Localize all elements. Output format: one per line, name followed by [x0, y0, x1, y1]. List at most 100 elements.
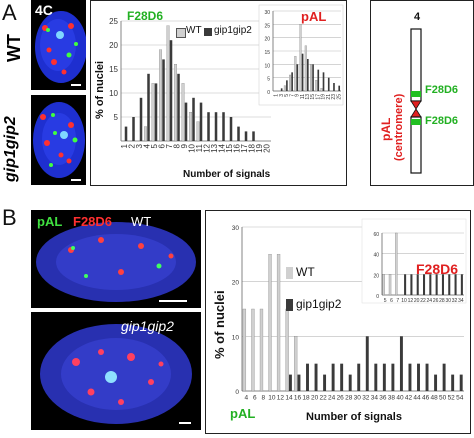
x-tick-label: 25 — [336, 94, 342, 100]
y-tick-label: 10 — [109, 89, 118, 98]
x-tick-label: 12 — [408, 298, 414, 304]
x-tick-label: 18 — [247, 143, 256, 152]
bar-gip1gip2-18 — [252, 131, 255, 141]
x-tick-label: 3 — [279, 94, 285, 97]
bar-wt-8 — [259, 308, 264, 392]
nucleus-b-wt — [36, 222, 196, 302]
x-tick-label: 15 — [310, 94, 316, 100]
bar-gip1gip2-40 — [399, 336, 403, 391]
x-tick-label: 22 — [420, 298, 426, 304]
y-tick-label: 60 — [373, 232, 379, 238]
x-tick-label: 17 — [315, 94, 321, 100]
legend-a-mut: gip1gip2 — [214, 25, 252, 36]
bar-gip1gip2-48 — [434, 374, 438, 391]
micrograph-a-wt: 4C — [31, 0, 86, 90]
bar-gip1gip2-13 — [214, 112, 218, 141]
panel-b-chart-box: 0 10 20 30 4 6 8 10 12 14 16 18 20 22 24 26 28 30 32 34 36 38… — [205, 210, 471, 434]
panel-a-chart: 5101520251234567891011121314151617181920… — [109, 4, 344, 153]
bar-gip1gip2-34 — [460, 274, 463, 295]
x-tick-label: 40 — [396, 395, 404, 402]
bar-gip1gip2-42 — [408, 363, 412, 391]
bar-wt-17 — [315, 80, 318, 92]
chromosome-side-label-1: pAL — [379, 117, 393, 141]
x-tick-label: 21 — [326, 94, 332, 100]
bar-gip1gip2-12 — [410, 274, 413, 295]
x-tick-label: 34 — [371, 395, 379, 402]
chart-b-corner-label: pAL — [230, 406, 256, 421]
y-tick-label: 10 — [232, 334, 240, 341]
x-tick-label: 10 — [187, 143, 196, 152]
x-tick-label: 34 — [458, 298, 464, 304]
bar-wt-7 — [289, 74, 292, 92]
x-tick-label: 13 — [210, 143, 219, 152]
x-tick-label: 26 — [433, 298, 439, 304]
x-tick-label: 28 — [345, 395, 353, 402]
y-tick-label: 15 — [109, 65, 118, 74]
y-tick-label: 30 — [232, 225, 240, 232]
x-tick-label: 1 — [120, 143, 129, 148]
chart-a-inset-title: pAL — [301, 9, 327, 24]
bar-gip1gip2-23 — [333, 83, 335, 91]
bar-gip1gip2-18 — [306, 363, 309, 391]
x-tick-label: 54 — [456, 395, 464, 402]
x-tick-label: 10 — [268, 395, 276, 402]
y-tick-label: 0 — [376, 294, 379, 300]
bar-wt-4 — [144, 126, 148, 142]
bar-gip1gip2-22 — [323, 374, 327, 391]
x-tick-label: 38 — [388, 395, 396, 402]
x-tick-label: 14 — [285, 395, 293, 402]
bar-gip1gip2-4 — [147, 73, 150, 141]
bar-gip1gip2-14 — [288, 374, 292, 391]
x-tick-label: 32 — [362, 395, 370, 402]
bar-wt-11 — [299, 24, 302, 92]
chart-a-ylabel: % of nuclei — [94, 60, 106, 119]
legend-a-wt-swatch — [176, 28, 186, 38]
x-tick-label: 4 — [142, 143, 151, 148]
bar-wt-6 — [159, 49, 162, 142]
bar-gip1gip2-10 — [404, 274, 407, 295]
bar-wt-6 — [251, 308, 255, 392]
x-tick-label: 5 — [150, 143, 159, 148]
bar-wt-10 — [189, 112, 192, 142]
x-tick-label: 7 — [289, 94, 295, 97]
bar-gip1gip2-15 — [312, 64, 314, 91]
bar-gip1gip2-30 — [357, 363, 361, 391]
bar-gip1gip2-24 — [429, 274, 432, 295]
bar-gip1gip2-11 — [301, 53, 304, 91]
legend-b-chart-wt: WT — [296, 265, 315, 279]
bar-gip1gip2-17 — [317, 69, 320, 91]
x-tick-label: 30 — [354, 395, 362, 402]
chart-a-title: F28D6 — [127, 9, 164, 23]
x-tick-label: 19 — [255, 143, 264, 152]
bar-wt-4 — [242, 308, 247, 392]
x-tick-label: 50 — [439, 395, 447, 402]
legend-b-wt: WT — [131, 214, 152, 229]
x-tick-label: 1 — [274, 94, 280, 97]
micrograph-a-gip1gip2 — [31, 95, 86, 185]
bar-gip1gip2-24 — [331, 363, 335, 391]
bar-gip1gip2-46 — [425, 363, 429, 391]
y-tick-label: 0 — [235, 389, 239, 396]
bar-gip1gip2-5 — [286, 80, 288, 91]
bar-gip1gip2-25 — [338, 85, 341, 91]
x-tick-label: 23 — [331, 94, 337, 100]
bar-gip1gip2-32 — [454, 274, 457, 295]
x-tick-label: 20 — [311, 395, 319, 402]
bar-wt-7 — [166, 25, 170, 142]
x-tick-label: 8 — [262, 395, 266, 402]
x-tick-label: 11 — [195, 143, 204, 152]
bar-gip1gip2-50 — [442, 363, 446, 391]
bar-gip1gip2-26 — [340, 363, 344, 391]
x-tick-label: 26 — [337, 395, 345, 402]
bar-gip1gip2-3 — [139, 97, 143, 141]
micrograph-b-gip1gip2: gip1gip2 — [31, 312, 201, 430]
y-tick-label: 5 — [114, 113, 119, 122]
x-tick-label: 9 — [180, 143, 189, 148]
y-tick-label: 25 — [109, 17, 118, 26]
bar-gip1gip2-26 — [435, 274, 438, 295]
row2-label-b: gip1gip2 — [121, 318, 174, 334]
x-tick-label: 4 — [244, 395, 248, 402]
bar-gip1gip2-19 — [322, 72, 325, 91]
chromosome-probe-2: F28D6 — [425, 115, 459, 127]
x-tick-label: 36 — [379, 395, 387, 402]
